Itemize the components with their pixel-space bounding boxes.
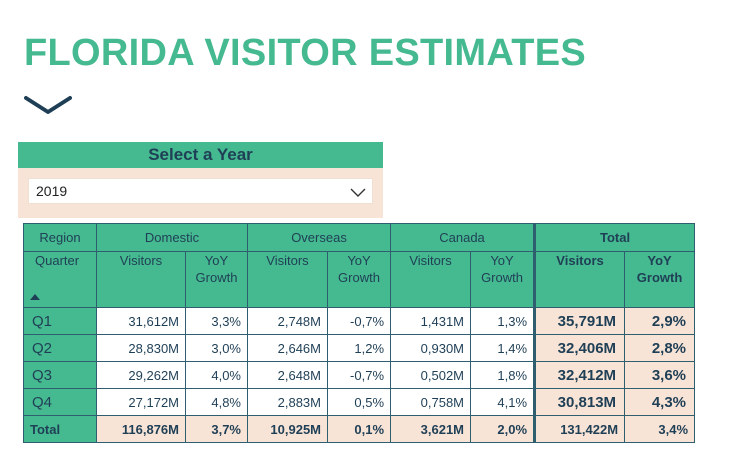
- domestic-visitors-cell: 29,262M: [96, 361, 186, 389]
- canada-visitors-cell: 0,930M: [390, 334, 472, 362]
- overseas-visitors-cell: 2,883M: [247, 388, 328, 416]
- table-row: Q4 27,172M 4,8% 2,883M 0,5% 0,758M 4,1% …: [23, 388, 696, 416]
- chevron-down-icon: [350, 188, 366, 197]
- canada-header: Canada: [390, 223, 536, 252]
- domestic-visitors-header: Visitors: [96, 251, 186, 308]
- canada-growth-total: 2,0%: [470, 415, 536, 443]
- quarter-cell: Q3: [23, 361, 97, 389]
- total-visitors-cell: 30,813M: [533, 388, 626, 416]
- total-visitors-cell: 35,791M: [533, 307, 626, 335]
- overseas-header: Overseas: [246, 223, 392, 252]
- overseas-growth-cell: 0,5%: [326, 388, 392, 416]
- domestic-growth-header: YoY Growth: [185, 251, 248, 308]
- year-select-dropdown[interactable]: 2019: [28, 178, 373, 204]
- year-select-value: 2019: [36, 183, 68, 199]
- overseas-growth-total: 0,1%: [326, 415, 392, 443]
- year-filter-panel: Select a Year 2019: [18, 142, 383, 218]
- canada-visitors-total: 3,621M: [390, 415, 472, 443]
- year-filter-label: Select a Year: [18, 142, 383, 168]
- overseas-visitors-cell: 2,748M: [247, 307, 328, 335]
- table-row: Q3 29,262M 4,0% 2,648M -0,7% 0,502M 1,8%…: [23, 361, 696, 389]
- domestic-growth-cell: 4,0%: [185, 361, 248, 389]
- grand-total-visitors: 131,422M: [533, 415, 626, 443]
- domestic-growth-cell: 3,3%: [185, 307, 248, 335]
- visitor-table: Region Domestic Overseas Canada Total Qu…: [23, 223, 696, 443]
- canada-growth-cell: 1,3%: [470, 307, 536, 335]
- total-growth-cell: 4,3%: [624, 388, 696, 416]
- domestic-header: Domestic: [96, 223, 248, 252]
- yoy-label: YoY: [204, 253, 229, 268]
- domestic-growth-total: 3,7%: [185, 415, 248, 443]
- total-growth-cell: 2,8%: [624, 334, 696, 362]
- yoy-label: YoY: [647, 253, 672, 268]
- table-row: Q2 28,830M 3,0% 2,646M 1,2% 0,930M 1,4% …: [23, 334, 696, 362]
- collapse-toggle[interactable]: [24, 94, 72, 116]
- canada-growth-cell: 1,4%: [470, 334, 536, 362]
- domestic-visitors-cell: 31,612M: [96, 307, 186, 335]
- quarter-cell: Q4: [23, 388, 97, 416]
- overseas-growth-cell: -0,7%: [326, 361, 392, 389]
- total-growth-header: YoY Growth: [624, 251, 696, 308]
- domestic-visitors-cell: 28,830M: [96, 334, 186, 362]
- canada-growth-cell: 1,8%: [470, 361, 536, 389]
- overseas-growth-cell: -0,7%: [326, 307, 392, 335]
- overseas-growth-cell: 1,2%: [326, 334, 392, 362]
- domestic-growth-cell: 3,0%: [185, 334, 248, 362]
- total-visitors-cell: 32,412M: [533, 361, 626, 389]
- yoy-label: YoY: [490, 253, 514, 268]
- region-header: Region: [23, 223, 97, 252]
- total-visitors-header: Visitors: [533, 251, 626, 308]
- total-header: Total: [533, 223, 696, 252]
- overseas-visitors-cell: 2,646M: [247, 334, 328, 362]
- overseas-visitors-cell: 2,648M: [247, 361, 328, 389]
- domestic-visitors-total: 116,876M: [96, 415, 186, 443]
- canada-growth-header: YoY Growth: [470, 251, 536, 308]
- total-visitors-cell: 32,406M: [533, 334, 626, 362]
- growth-label: Growth: [195, 270, 238, 285]
- growth-label: Growth: [338, 270, 380, 285]
- table-row: Q1 31,612M 3,3% 2,748M -0,7% 1,431M 1,3%…: [23, 307, 696, 335]
- grand-total-growth: 3,4%: [624, 415, 696, 443]
- chevron-down-icon: [24, 96, 72, 114]
- totals-label: Total: [23, 415, 97, 443]
- page-title: FLORIDA VISITOR ESTIMATES: [24, 32, 587, 74]
- canada-growth-cell: 4,1%: [470, 388, 536, 416]
- growth-label: Growth: [481, 270, 523, 285]
- domestic-visitors-cell: 27,172M: [96, 388, 186, 416]
- quarter-cell: Q2: [23, 334, 97, 362]
- yoy-label: YoY: [347, 253, 371, 268]
- canada-visitors-header: Visitors: [390, 251, 472, 308]
- canada-visitors-cell: 1,431M: [390, 307, 472, 335]
- sort-ascending-icon: [30, 294, 40, 300]
- overseas-visitors-header: Visitors: [247, 251, 328, 308]
- canada-visitors-cell: 0,758M: [390, 388, 472, 416]
- quarter-cell: Q1: [23, 307, 97, 335]
- total-growth-cell: 3,6%: [624, 361, 696, 389]
- totals-row: Total 116,876M 3,7% 10,925M 0,1% 3,621M …: [23, 415, 696, 443]
- quarter-header[interactable]: Quarter: [23, 251, 97, 308]
- domestic-growth-cell: 4,8%: [185, 388, 248, 416]
- quarter-header-label: Quarter: [35, 253, 80, 268]
- overseas-growth-header: YoY Growth: [326, 251, 392, 308]
- total-growth-cell: 2,9%: [624, 307, 696, 335]
- growth-label: Growth: [636, 270, 683, 285]
- overseas-visitors-total: 10,925M: [247, 415, 328, 443]
- canada-visitors-cell: 0,502M: [390, 361, 472, 389]
